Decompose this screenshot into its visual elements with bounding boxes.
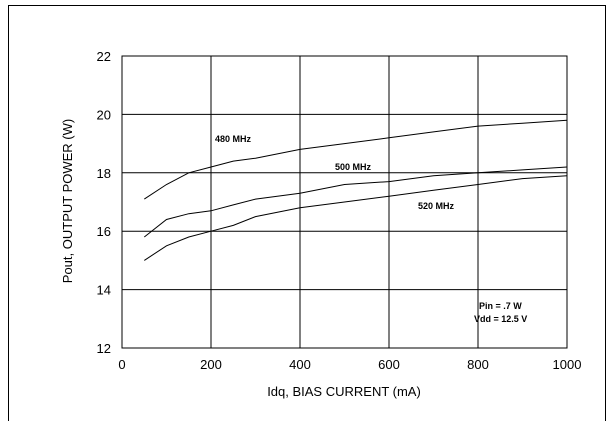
x-axis-label: Idq, BIAS CURRENT (mA) bbox=[267, 384, 421, 399]
y-tick-label: 16 bbox=[97, 224, 111, 239]
y-axis-label: Pout, OUTPUT POWER (W) bbox=[60, 119, 75, 283]
series-label-520: 520 MHz bbox=[418, 201, 455, 211]
x-tick-label: 1000 bbox=[553, 357, 582, 372]
plot-border bbox=[121, 55, 568, 349]
series-line-480-mhz bbox=[144, 119, 568, 200]
y-tick-labels: 12 14 16 18 20 22 bbox=[97, 49, 111, 356]
series-label-480: 480 MHz bbox=[215, 134, 252, 144]
y-tick-label: 14 bbox=[97, 283, 111, 298]
series-label-500: 500 MHz bbox=[335, 162, 372, 172]
x-tick-label: 800 bbox=[467, 357, 489, 372]
x-tick-label: 200 bbox=[200, 357, 222, 372]
x-tick-label: 600 bbox=[378, 357, 400, 372]
series-line-520-mhz bbox=[144, 175, 568, 261]
x-tick-label: 0 bbox=[118, 357, 125, 372]
y-tick-label: 20 bbox=[97, 107, 111, 122]
chart-frame bbox=[8, 5, 606, 421]
series-line-500-mhz bbox=[143, 166, 568, 238]
grid bbox=[122, 56, 567, 348]
y-tick-label: 22 bbox=[97, 49, 111, 64]
annotation-pin: Pin = .7 W bbox=[479, 301, 522, 311]
y-tick-label: 18 bbox=[97, 166, 111, 181]
x-tick-label: 400 bbox=[289, 357, 311, 372]
y-tick-label: 12 bbox=[97, 341, 111, 356]
x-tick-labels: 0 200 400 600 800 1000 bbox=[118, 357, 581, 372]
series-group bbox=[143, 119, 568, 261]
annotation-vdd: Vdd = 12.5 V bbox=[474, 314, 527, 324]
